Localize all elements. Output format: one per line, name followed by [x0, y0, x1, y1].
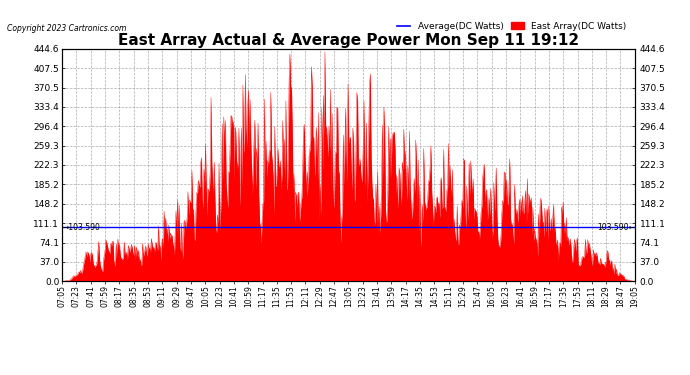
Legend: Average(DC Watts), East Array(DC Watts): Average(DC Watts), East Array(DC Watts)	[393, 18, 630, 34]
Text: Copyright 2023 Cartronics.com: Copyright 2023 Cartronics.com	[7, 24, 126, 33]
Text: →103.590: →103.590	[62, 223, 100, 232]
Text: 103.590←: 103.590←	[597, 223, 635, 232]
Title: East Array Actual & Average Power Mon Sep 11 19:12: East Array Actual & Average Power Mon Se…	[118, 33, 579, 48]
